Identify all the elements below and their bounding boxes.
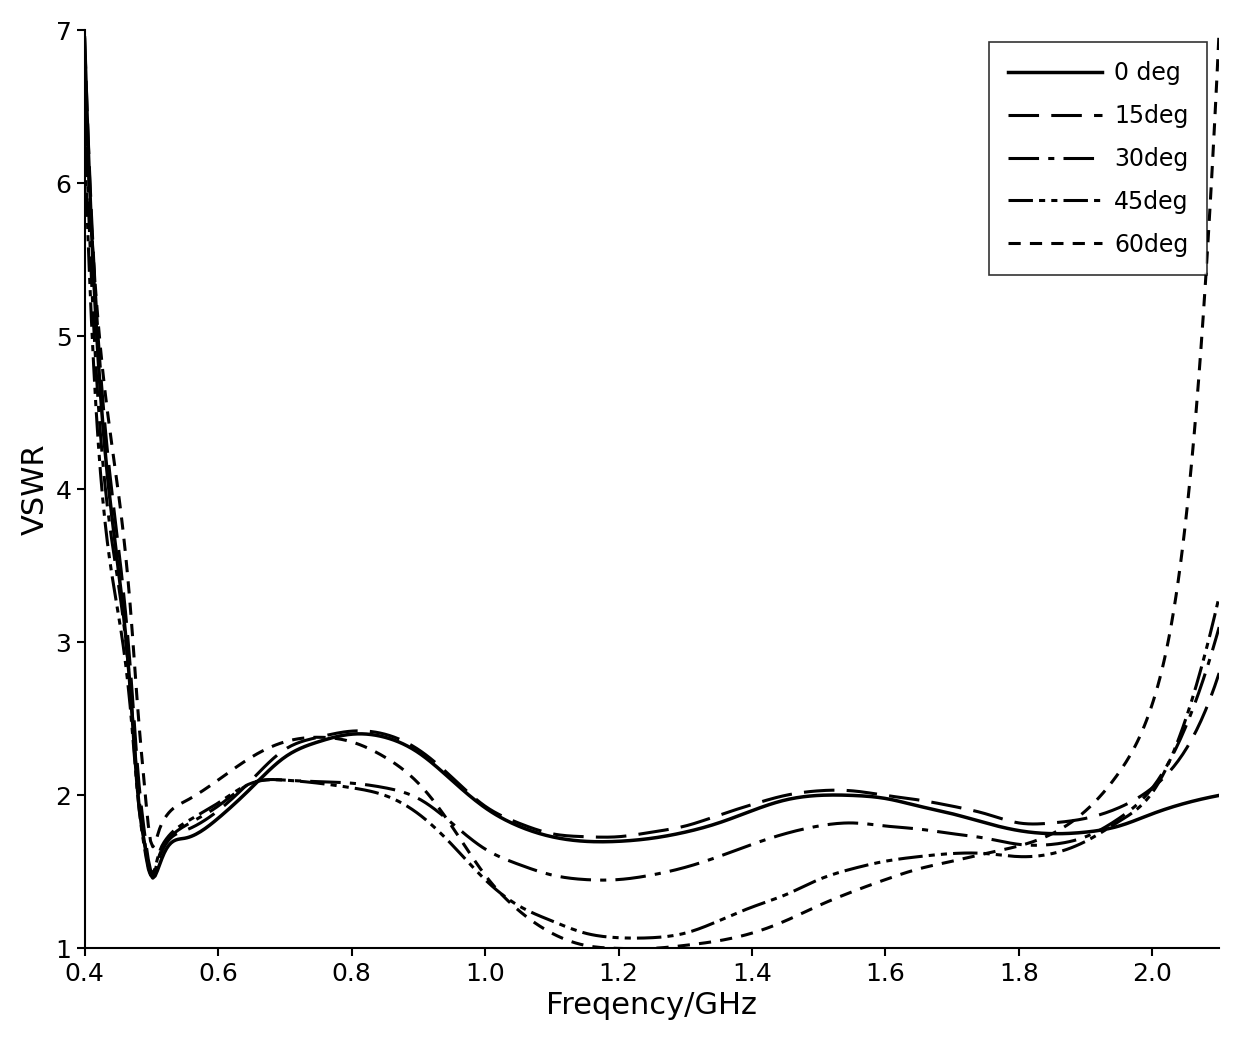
45deg (627, 932, 642, 944)
15deg (145, 867, 160, 880)
60deg (693, 937, 708, 949)
30deg (625, 872, 640, 885)
Line: 30deg: 30deg (84, 92, 1219, 880)
15deg (1009, 816, 1024, 829)
0 deg (77, 31, 92, 44)
0 deg (1211, 789, 1226, 802)
45deg (693, 922, 708, 935)
30deg (755, 835, 770, 847)
15deg (693, 815, 708, 828)
45deg (1187, 686, 1202, 699)
60deg (630, 942, 645, 955)
15deg (1211, 666, 1226, 679)
X-axis label: Freqency/GHz: Freqency/GHz (547, 991, 758, 1020)
Y-axis label: VSWR: VSWR (21, 443, 50, 535)
15deg (619, 830, 634, 842)
15deg (1187, 729, 1202, 741)
Line: 45deg: 45deg (84, 137, 1219, 938)
30deg (1211, 620, 1226, 633)
45deg (77, 131, 92, 144)
45deg (616, 932, 631, 944)
0 deg (1187, 794, 1202, 807)
45deg (622, 932, 637, 944)
15deg (625, 829, 640, 841)
Line: 0 deg: 0 deg (84, 37, 1219, 878)
Legend: 0 deg, 15deg, 30deg, 45deg, 60deg: 0 deg, 15deg, 30deg, 45deg, 60deg (988, 42, 1208, 276)
60deg (755, 923, 770, 936)
0 deg (625, 834, 640, 846)
30deg (693, 857, 708, 869)
45deg (755, 897, 770, 910)
0 deg (755, 801, 770, 813)
Line: 15deg: 15deg (84, 37, 1219, 873)
30deg (619, 872, 634, 885)
60deg (77, 85, 92, 98)
60deg (1211, 24, 1226, 36)
0 deg (145, 871, 160, 884)
60deg (1187, 428, 1202, 440)
30deg (77, 85, 92, 98)
Line: 60deg: 60deg (84, 30, 1219, 948)
15deg (755, 795, 770, 808)
15deg (77, 31, 92, 44)
45deg (1009, 850, 1024, 863)
60deg (622, 942, 637, 955)
60deg (616, 942, 631, 955)
0 deg (693, 822, 708, 835)
30deg (595, 873, 610, 886)
0 deg (1009, 824, 1024, 837)
0 deg (619, 835, 634, 847)
30deg (1009, 838, 1024, 850)
45deg (1211, 590, 1226, 603)
30deg (1187, 700, 1202, 712)
60deg (1009, 840, 1024, 853)
